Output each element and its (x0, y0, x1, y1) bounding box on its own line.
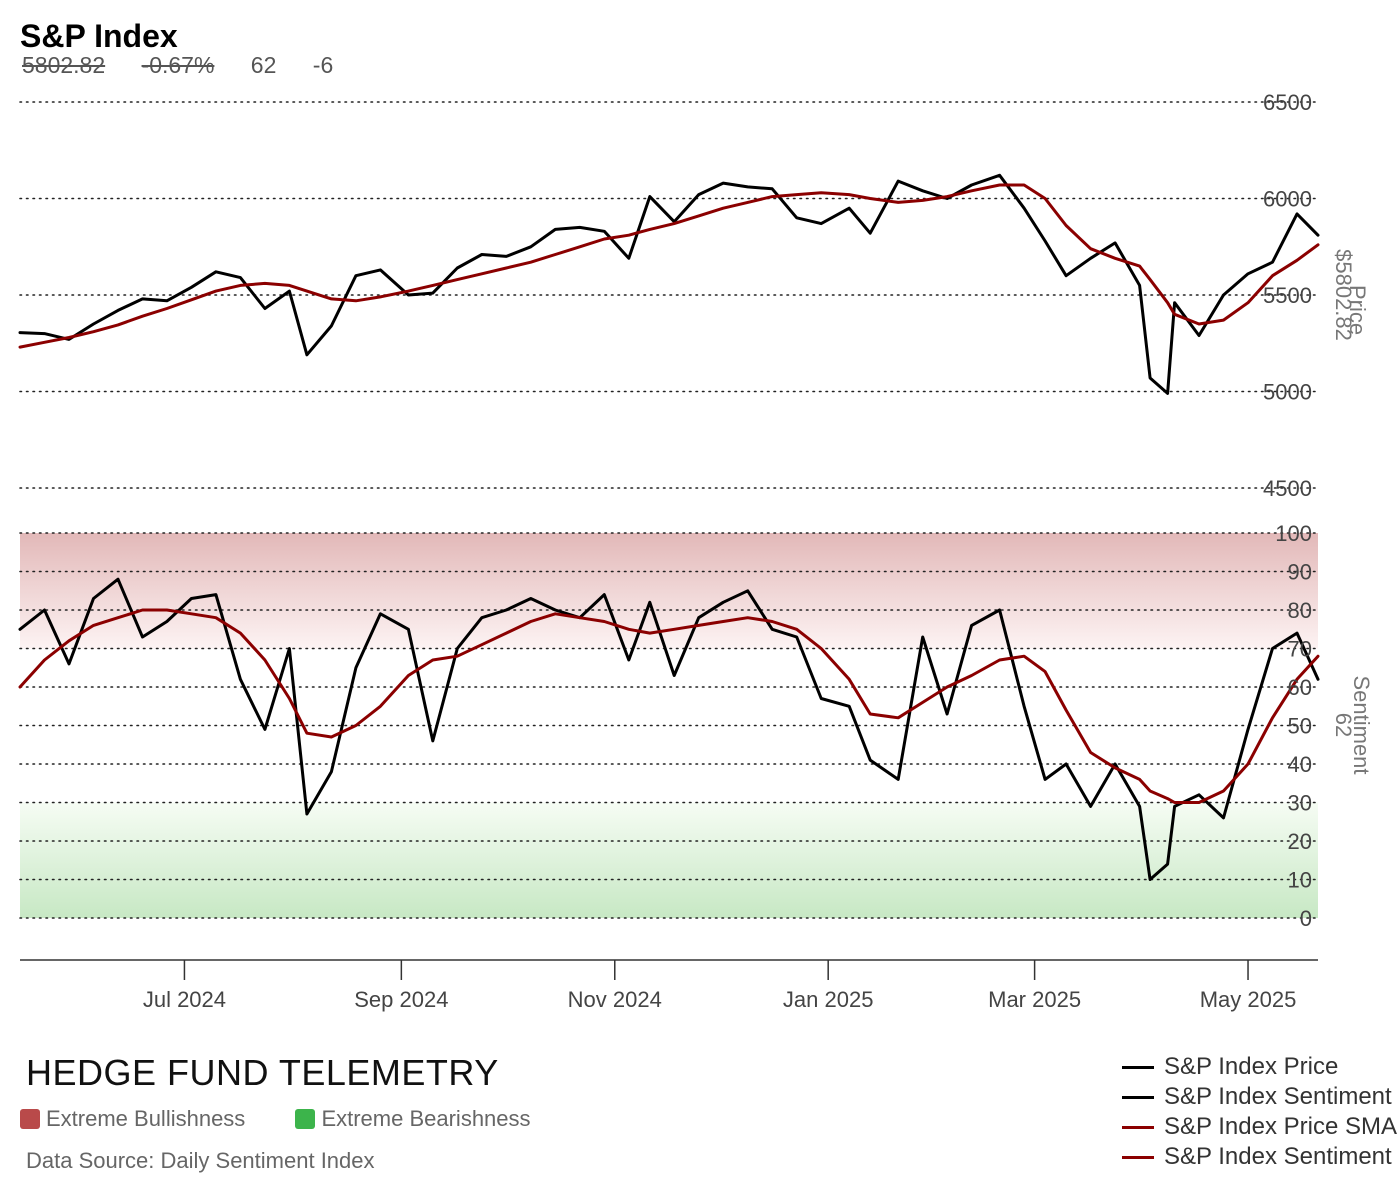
header-sentiment: 62 (250, 52, 277, 78)
sentiment-tick-label: 30 (1288, 791, 1312, 816)
sentiment-tick-label: 10 (1288, 868, 1312, 893)
sentiment-tick-label: 60 (1288, 675, 1312, 700)
x-axis-tick-label: Sep 2024 (354, 987, 448, 1012)
zone-legend: Extreme Bullishness Extreme Bearishness (20, 1106, 575, 1132)
bearish-swatch (295, 1109, 316, 1129)
gridlines (19, 101, 1319, 919)
legend-label-sentiment: S&P Index Sentiment (1164, 1083, 1392, 1110)
price-tick-label: 6500 (1263, 90, 1312, 115)
price-line (18, 173, 1320, 395)
zone-legend-bullish: Extreme Bullishness (20, 1106, 245, 1132)
header-change: -0.67% (141, 52, 215, 78)
series-lines (18, 173, 1320, 881)
x-axis-tick-label: Jul 2024 (143, 987, 226, 1012)
sentiment-price-chart: 4500 5000 5500 6000 6500 0 10 20 30 40 50 60 70 80 90 1… (18, 90, 1374, 1012)
y-axis-ticks: 4500 5000 5500 6000 6500 0 10 20 30 40 50 60 70 80 90 1… (1263, 90, 1312, 931)
bullish-label: Extreme Bullishness (46, 1106, 246, 1131)
x-axis-tick-label: Nov 2024 (568, 987, 662, 1012)
x-axis-tick-label: Mar 2025 (988, 987, 1081, 1012)
legend-label-price: S&P Index Price (1164, 1053, 1339, 1080)
sentiment-tick-label: 80 (1288, 598, 1312, 623)
legend-item-sentiment-sma[interactable]: S&P Index Sentiment (1122, 1142, 1397, 1172)
sentiment-tick-label: 0 (1300, 906, 1312, 931)
brand-name: HEDGE FUND TELEMETRY (26, 1052, 499, 1093)
sentiment-tick-label: 100 (1275, 521, 1312, 546)
x-axis: Jul 2024 Sep 2024 Nov 2024 Jan 2025 Mar 2025… (20, 959, 1318, 1012)
legend-item-price-sma[interactable]: S&P Index Price SMA (1122, 1112, 1397, 1142)
legend-item-price[interactable]: S&P Index Price (1122, 1052, 1397, 1082)
sentiment-tick-label: 20 (1288, 829, 1312, 854)
legend-label-sentiment-sma: S&P Index Sentiment (1164, 1143, 1392, 1170)
sentiment-axis-value: 62 (1331, 713, 1356, 737)
price-sma-line (18, 183, 1320, 349)
sentiment-tick-label: 40 (1288, 752, 1312, 777)
sentiment-tick-label: 50 (1288, 714, 1312, 739)
price-tick-label: 5000 (1263, 380, 1312, 405)
series-legend: S&P Index Price S&P Index Sentiment S&P … (1122, 1052, 1397, 1172)
legend-line-price (1122, 1066, 1154, 1070)
data-source: Data Source: Daily Sentiment Index (26, 1148, 375, 1173)
legend-item-sentiment[interactable]: S&P Index Sentiment (1122, 1082, 1397, 1112)
zone-legend-bearish: Extreme Bearishness (295, 1106, 531, 1132)
header-price: 5802.82 (22, 52, 106, 78)
price-axis-value: $5802.82 (1331, 249, 1356, 341)
legend-line-sentiment-sma (1122, 1156, 1154, 1160)
bearish-label: Extreme Bearishness (321, 1106, 531, 1131)
price-tick-label: 6000 (1263, 187, 1312, 212)
price-tick-label: 4500 (1263, 476, 1312, 501)
extreme-bearish-zone (20, 802, 1318, 918)
legend-label-price-sma: S&P Index Price SMA (1164, 1113, 1397, 1140)
header-sentiment-change: -6 (312, 52, 334, 78)
sentiment-tick-label: 70 (1288, 637, 1312, 662)
price-tick-label: 5500 (1263, 283, 1312, 308)
sentiment-line (18, 577, 1320, 881)
x-axis-tick-label: Jan 2025 (783, 987, 874, 1012)
chart-title: S&P Index (20, 18, 178, 54)
price-axis-title: Price (1345, 285, 1370, 335)
sentiment-sma-line (18, 608, 1320, 804)
bullish-swatch (20, 1109, 40, 1129)
header-stats: 5802.82 -0.67% 62 -6 (22, 52, 363, 79)
legend-line-price-sma (1122, 1126, 1154, 1130)
x-axis-tick-label: May 2025 (1200, 987, 1297, 1012)
sentiment-tick-label: 90 (1288, 560, 1312, 585)
legend-line-sentiment (1122, 1096, 1154, 1100)
sentiment-axis-title: Sentiment (1349, 675, 1374, 774)
